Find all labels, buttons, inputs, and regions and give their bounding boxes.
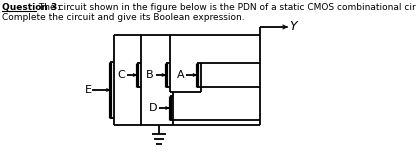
Text: E: E — [84, 85, 92, 95]
Text: Question 3:: Question 3: — [2, 3, 61, 12]
Text: Complete the circuit and give its Boolean expression.: Complete the circuit and give its Boolea… — [2, 13, 245, 22]
Text: C: C — [117, 70, 125, 80]
Text: Y: Y — [290, 21, 297, 34]
Text: D: D — [149, 103, 157, 113]
Text: B: B — [146, 70, 154, 80]
Text: The circuit shown in the figure below is the PDN of a static CMOS combinational : The circuit shown in the figure below is… — [36, 3, 416, 12]
Text: A: A — [177, 70, 184, 80]
